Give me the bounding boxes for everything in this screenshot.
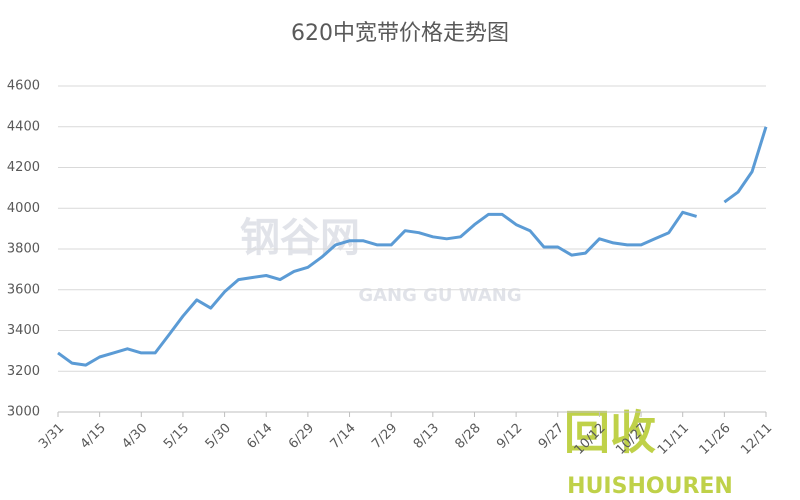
x-tick-label: 3/31 — [36, 421, 67, 452]
x-tick-label: 4/15 — [78, 421, 109, 452]
x-tick-label: 11/11 — [655, 421, 692, 458]
watermark: 钢谷网 — [240, 215, 360, 261]
x-tick-label: 5/30 — [203, 421, 234, 452]
x-tick-label: 4/30 — [119, 421, 150, 452]
y-tick-label: 3800 — [7, 242, 40, 257]
x-tick-label: 9/12 — [494, 421, 525, 452]
y-tick-label: 3600 — [7, 282, 40, 297]
x-tick-label: 7/14 — [328, 421, 359, 452]
y-tick-label: 4200 — [7, 160, 40, 175]
watermark: HUISHOUREN — [567, 474, 733, 499]
x-tick-label: 6/14 — [244, 421, 275, 452]
x-tick-label: 7/29 — [369, 421, 400, 452]
x-tick-label: 9/27 — [536, 421, 567, 452]
x-tick-label: 8/28 — [453, 421, 484, 452]
y-tick-label: 3400 — [7, 323, 40, 338]
x-tick-label: 12/11 — [738, 421, 775, 458]
y-tick-label: 3200 — [7, 364, 40, 379]
watermark: GANG GU WANG — [358, 285, 521, 306]
x-tick-label: 11/26 — [697, 421, 734, 458]
price-line — [57, 126, 768, 367]
x-tick-label: 5/15 — [161, 421, 192, 452]
y-tick-label: 4600 — [7, 79, 40, 94]
chart-title: 620中宽带价格走势图 — [291, 21, 509, 46]
x-tick-label: 6/29 — [286, 421, 317, 452]
y-tick-label: 4000 — [7, 201, 40, 216]
y-tick-label: 4400 — [7, 119, 40, 134]
y-tick-label: 3000 — [7, 405, 40, 420]
x-tick-label: 8/13 — [411, 421, 442, 452]
